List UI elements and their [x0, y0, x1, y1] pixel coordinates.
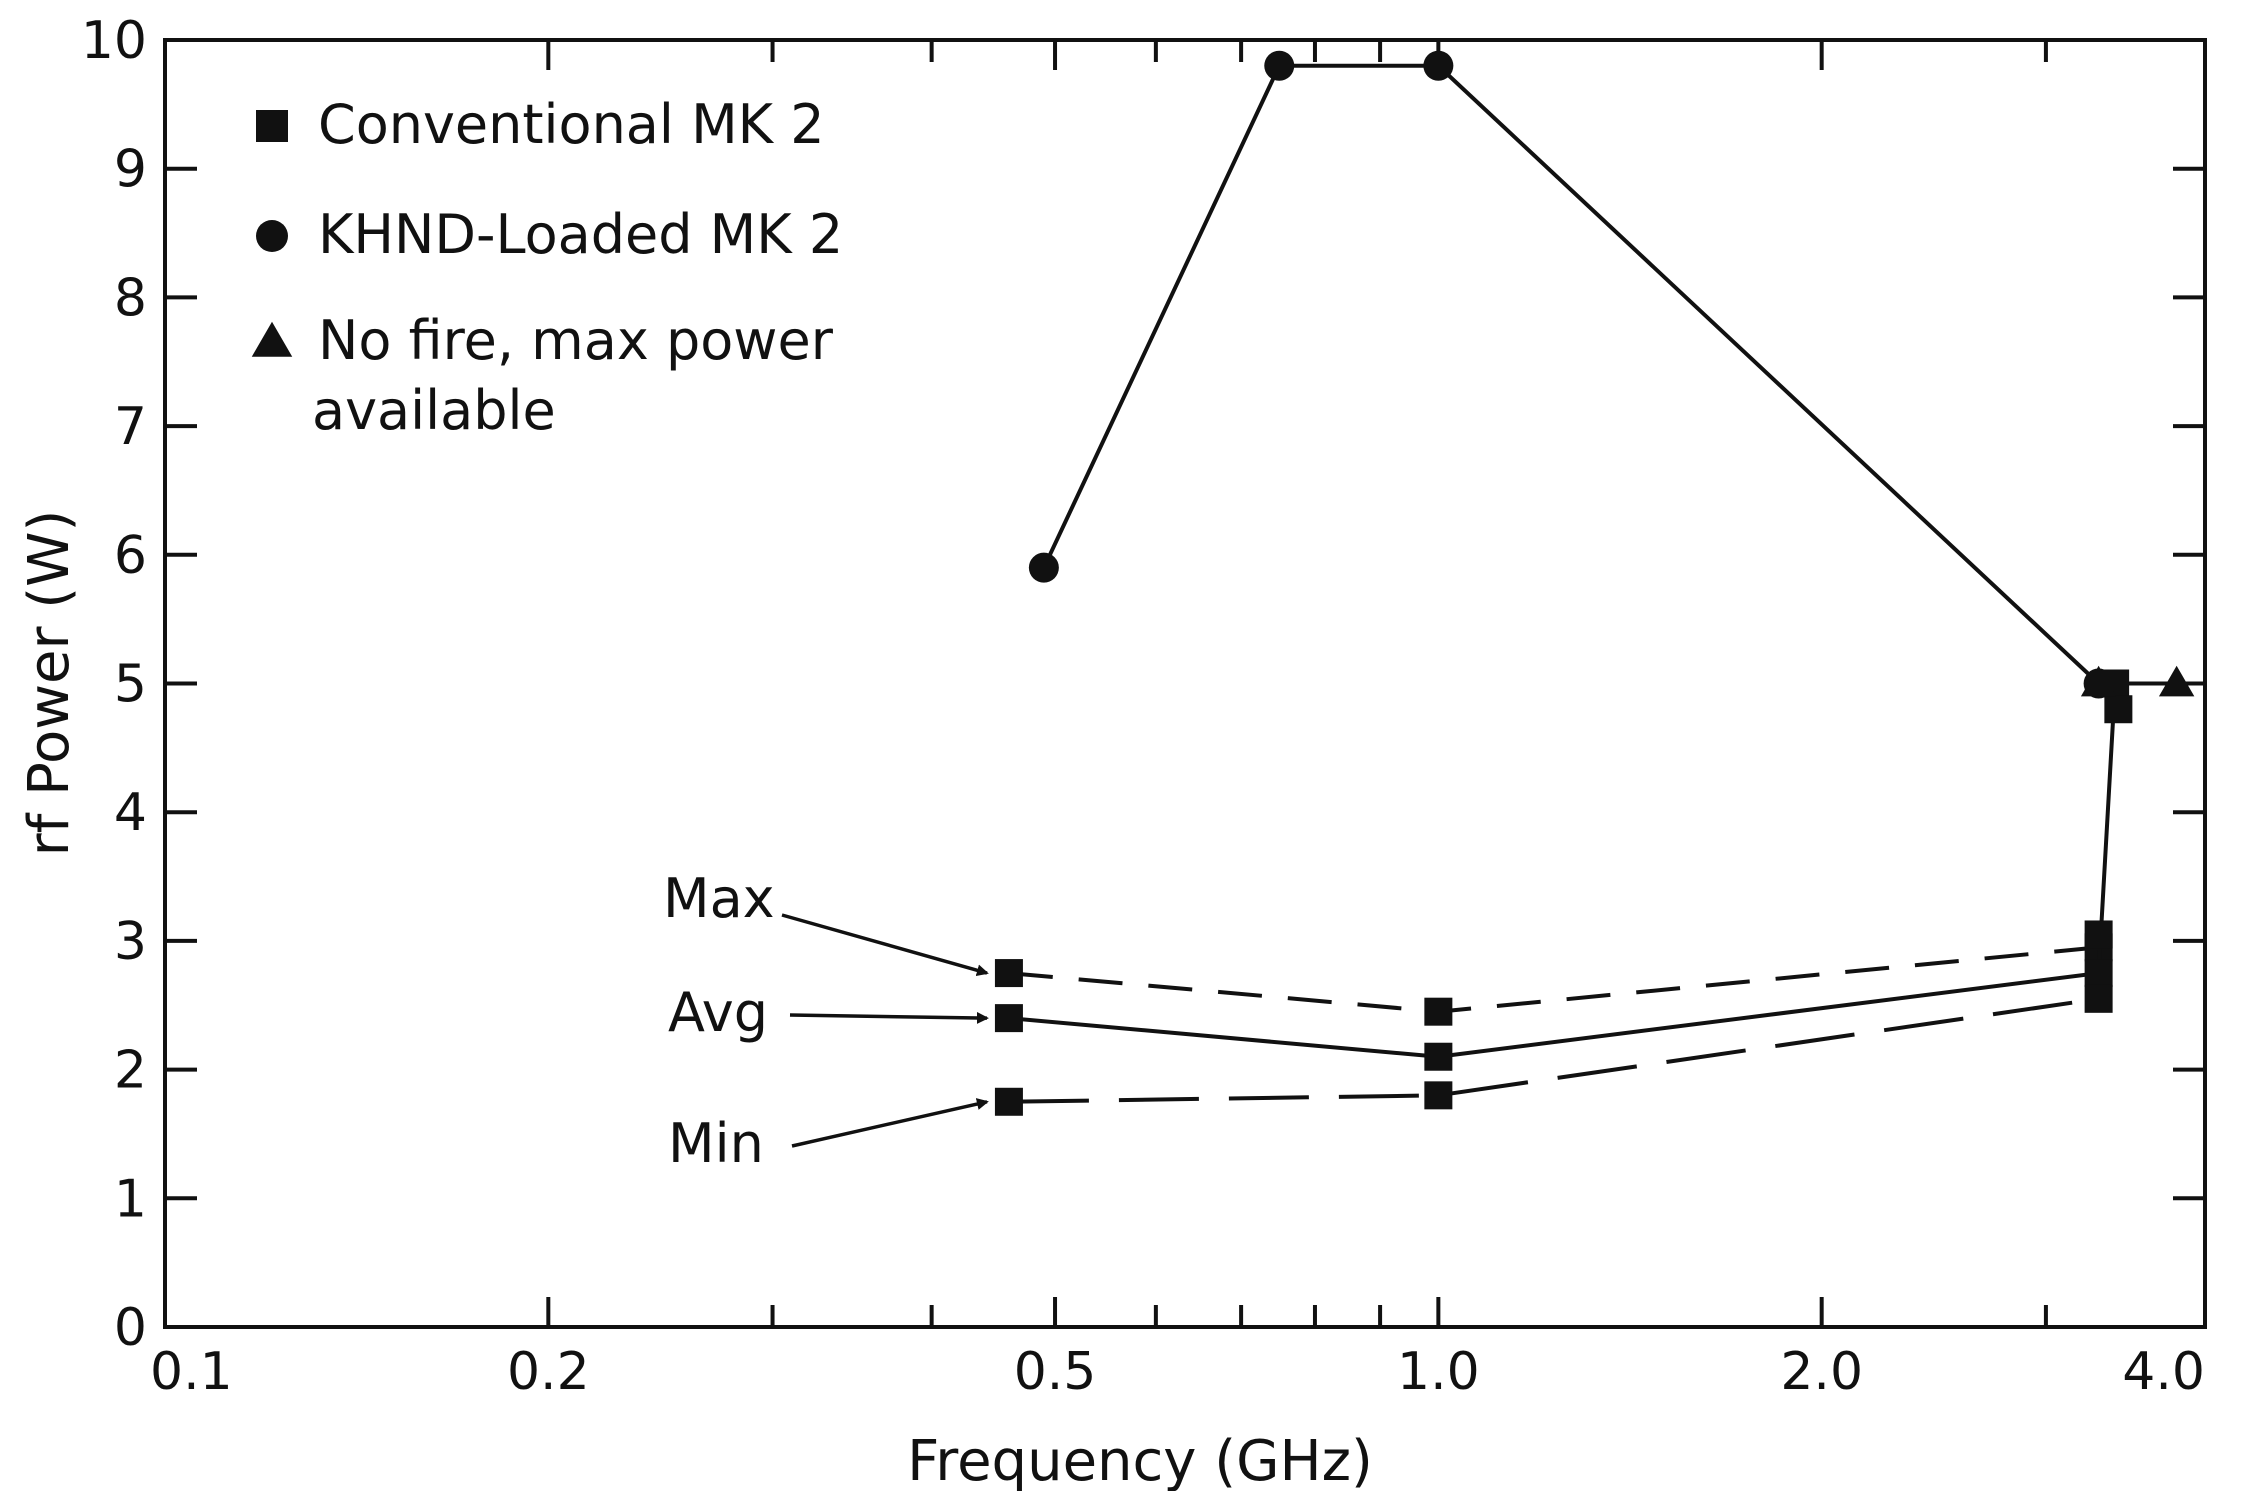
legend-entry-label: No fire, max power: [318, 309, 834, 372]
series-extra-conventional: [2084, 695, 2133, 949]
data-point-khnd: [1028, 552, 1059, 583]
y-tick-label: 9: [114, 140, 147, 200]
data-point-conventional-avg: [1424, 1042, 1453, 1071]
y-tick-label: 5: [114, 655, 147, 715]
y-tick-label: 0: [114, 1298, 147, 1358]
x-tick-label: 0.5: [1014, 1342, 1097, 1402]
series-no-fire: [2080, 665, 2195, 697]
legend-entry-label: Conventional MK 2: [318, 93, 825, 156]
y-tick-label: 1: [114, 1169, 147, 1229]
data-point-no-fire: [2080, 665, 2117, 697]
annotation-arrow-min: [791, 1098, 989, 1148]
x-tick-label: 2.0: [1780, 1342, 1863, 1402]
annotation-arrow-avg: [789, 1011, 989, 1024]
x-tick-label: 4.0: [2122, 1342, 2205, 1402]
y-tick-label: 10: [81, 11, 147, 71]
y-axis-title: rf Power (W): [17, 510, 82, 857]
legend: Conventional MK 2 KHND-Loaded MK 2 No fire…: [251, 93, 843, 442]
legend-entry-label-line2: available: [312, 379, 556, 442]
x-tick-label: 0.1: [150, 1342, 233, 1402]
y-tick-label: 4: [114, 783, 147, 843]
series-line-conventional-min: [1008, 996, 2099, 1104]
legend-marker-triangle: [251, 321, 293, 357]
y-tick-label: 6: [114, 526, 147, 586]
data-point-khnd: [1423, 50, 1454, 81]
data-point-khnd: [1264, 50, 1295, 81]
series-line-conventional-avg: [1008, 683, 2118, 1059]
x-axis-title: Frequency (GHz): [907, 1429, 1373, 1491]
series-layer: [994, 50, 2195, 1116]
data-point-conventional-min: [2084, 984, 2113, 1013]
data-point-extra-conventional: [2104, 695, 2133, 724]
annotation-label-min: Min: [668, 1112, 764, 1175]
y-tick-label: 3: [114, 912, 147, 972]
legend-entry-label: KHND-Loaded MK 2: [318, 203, 843, 266]
data-point-conventional-max: [1424, 997, 1453, 1026]
x-tick-label: 0.2: [507, 1342, 590, 1402]
annotation-label-max: Max: [663, 867, 775, 930]
series-conventional-max: [994, 933, 2113, 1026]
legend-marker-circle: [256, 220, 288, 252]
series-conventional-avg: [994, 669, 2130, 1071]
series-line-khnd: [1042, 63, 2100, 685]
series-khnd: [1028, 50, 2114, 699]
data-point-conventional-avg: [994, 1004, 1023, 1033]
data-point-conventional-max: [994, 959, 1023, 988]
data-point-no-fire: [2158, 665, 2195, 697]
annotations: Max Avg Min: [663, 867, 989, 1175]
series-conventional-min: [994, 984, 2113, 1116]
data-point-conventional-avg: [2084, 959, 2113, 988]
x-tick-label: 1.0: [1397, 1342, 1480, 1402]
data-point-extra-conventional: [2084, 920, 2113, 949]
annotation-arrow-max: [781, 913, 989, 977]
y-axis-ticks: 0 1 2 3 4 5 6 7 8 9 10: [81, 11, 2205, 1358]
y-tick-label: 7: [114, 397, 147, 457]
x-axis-ticks: 0.1 0.2 0.5 1.0 2.0 4.0: [150, 40, 2205, 1402]
y-tick-label: 8: [114, 268, 147, 328]
annotation-label-avg: Avg: [668, 981, 768, 1044]
series-line-conventional-max: [1008, 945, 2099, 1014]
data-point-conventional-min: [1424, 1081, 1453, 1110]
legend-marker-square: [256, 110, 288, 142]
data-point-conventional-min: [994, 1087, 1023, 1116]
y-tick-label: 2: [114, 1041, 147, 1101]
